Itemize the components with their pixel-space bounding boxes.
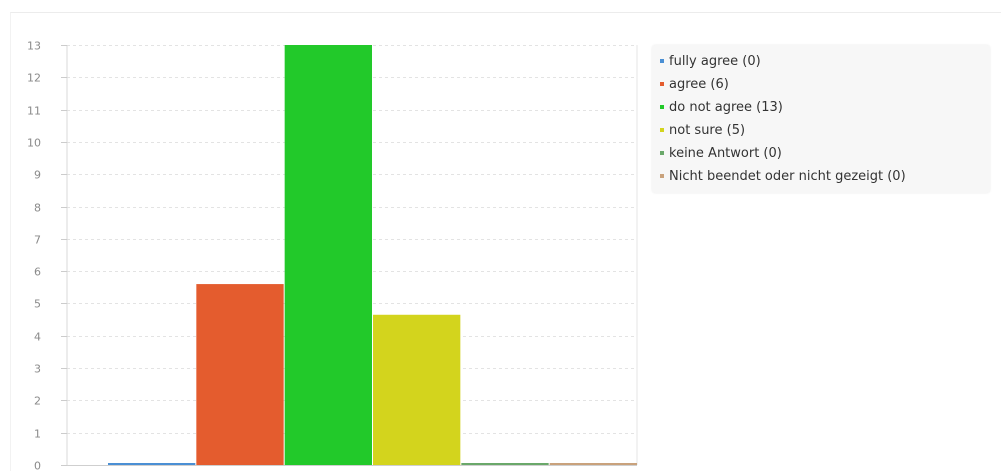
legend-item[interactable]: agree (6) xyxy=(660,75,729,95)
y-tick-label: 0 xyxy=(34,460,41,471)
y-tick-label: 11 xyxy=(27,105,41,118)
y-tick-label: 13 xyxy=(27,40,41,53)
legend-swatch-icon xyxy=(660,104,664,109)
y-tick-label: 7 xyxy=(34,234,41,247)
bar-3[interactable] xyxy=(284,45,372,465)
legend-item[interactable]: Nicht beendet oder nicht gezeigt (0) xyxy=(660,167,906,187)
legend-item[interactable]: fully agree (0) xyxy=(660,52,761,72)
legend-swatch-icon xyxy=(660,58,664,63)
y-tick-label: 5 xyxy=(34,298,41,311)
legend-label: agree (6) xyxy=(669,77,729,92)
bar-2[interactable] xyxy=(196,284,284,465)
y-tick-label: 12 xyxy=(27,72,41,85)
y-tick-label: 4 xyxy=(34,331,41,344)
y-tick-label: 2 xyxy=(34,395,41,408)
legend-item[interactable]: not sure (5) xyxy=(660,121,745,141)
legend-swatch-icon xyxy=(660,81,664,86)
legend-swatch-icon xyxy=(660,173,664,178)
y-tick-label: 9 xyxy=(34,169,41,182)
bar-1[interactable] xyxy=(108,463,196,465)
legend-swatch-icon xyxy=(660,127,664,132)
legend-swatch-icon xyxy=(660,150,664,155)
legend-label: do not agree (13) xyxy=(669,100,783,115)
y-tick-label: 10 xyxy=(27,137,41,150)
legend-label: fully agree (0) xyxy=(669,54,761,69)
legend-item[interactable]: keine Antwort (0) xyxy=(660,144,782,164)
bar-4[interactable] xyxy=(373,314,461,465)
legend-item[interactable]: do not agree (13) xyxy=(660,98,783,118)
bar-5[interactable] xyxy=(461,463,549,465)
legend-label: not sure (5) xyxy=(669,123,746,138)
y-tick-label: 1 xyxy=(34,428,41,441)
y-tick-label: 8 xyxy=(34,202,41,215)
legend-label: keine Antwort (0) xyxy=(669,146,782,161)
legend-label: Nicht beendet oder nicht gezeigt (0) xyxy=(669,169,906,184)
bar-6[interactable] xyxy=(549,463,637,465)
y-tick-label: 6 xyxy=(34,266,41,279)
bars xyxy=(108,45,637,465)
y-tick-label: 3 xyxy=(34,363,41,376)
chart-legend: fully agree (0) agree (6) do not agree (13… xyxy=(652,45,990,193)
